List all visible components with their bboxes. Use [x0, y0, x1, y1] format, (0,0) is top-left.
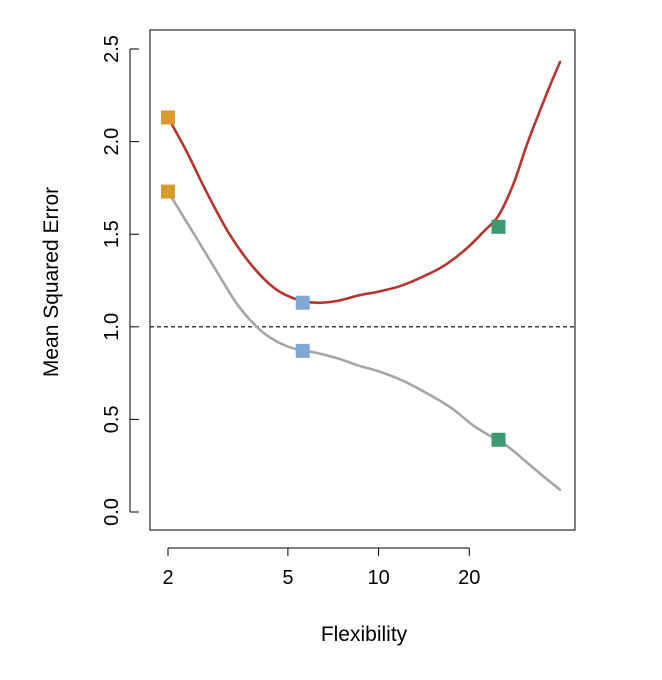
highlight-marker-6: [491, 432, 506, 447]
y-tick-label-2: 1.0: [101, 313, 123, 341]
y-axis-title: Mean Squared Error: [40, 187, 63, 377]
y-tick-label-4: 2.0: [101, 128, 123, 156]
y-tick-label-5: 2.5: [101, 35, 123, 63]
y-tick-label-0: 0.0: [101, 498, 123, 526]
training-error-line: [166, 190, 562, 492]
x-axis-title: Flexibility: [321, 623, 408, 646]
highlight-marker-3: [295, 295, 310, 310]
x-tick-label-3: 20: [458, 567, 480, 589]
axes: 2 5 10 20 0.0 0.5 1.0 1.5 2.0 2.5: [101, 29, 576, 589]
highlight-marker-1: [161, 110, 175, 125]
highlight-marker-2: [161, 184, 175, 199]
test-error-line: [166, 60, 562, 305]
x-tick-label-1: 5: [282, 567, 293, 589]
x-tick-label-2: 10: [367, 567, 389, 589]
highlight-marker-5: [491, 219, 506, 234]
y-tick-label-1: 0.5: [101, 405, 123, 433]
highlight-marker-4: [295, 343, 310, 358]
plot-frame: [149, 29, 576, 531]
y-tick-label-3: 1.5: [101, 220, 123, 248]
x-tick-label-0: 2: [162, 567, 173, 589]
plot-area: [150, 60, 575, 492]
